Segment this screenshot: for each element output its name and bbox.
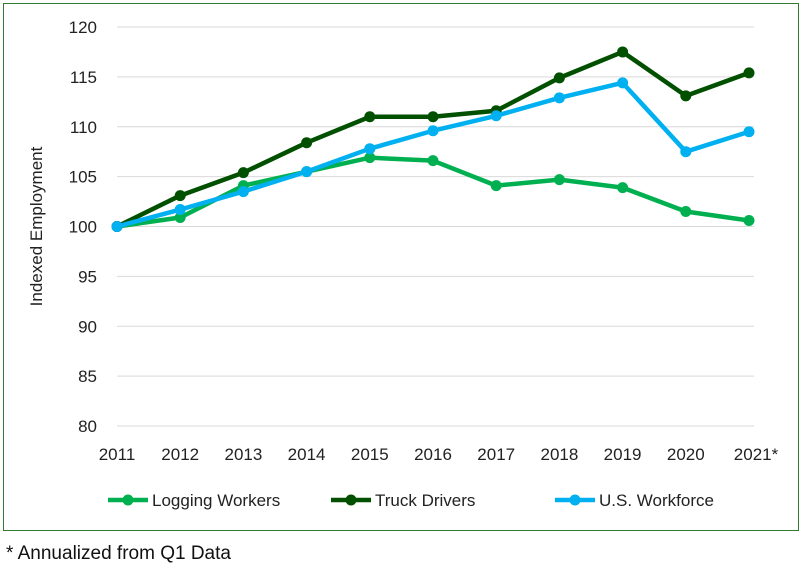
data-point: [427, 124, 438, 136]
data-point: [490, 109, 502, 121]
x-tick-label: 2020: [666, 445, 704, 464]
data-point: [490, 179, 502, 191]
y-tick-label: 95: [78, 267, 97, 286]
data-point: [174, 189, 186, 201]
data-point: [363, 151, 375, 163]
data-point: [427, 110, 438, 122]
data-point: [300, 136, 312, 148]
data-point: [616, 45, 628, 57]
data-point: [300, 165, 312, 177]
data-point: [363, 142, 375, 154]
x-tick-label: 2014: [287, 445, 325, 464]
data-point: [363, 110, 375, 122]
y-tick-label: 80: [78, 417, 97, 436]
data-point: [237, 166, 249, 178]
legend-marker: [345, 494, 356, 505]
x-tick-label: 2011: [98, 445, 135, 464]
data-point: [616, 76, 628, 88]
line-chart: 80 85 90 95 100 105 110 115 120 2011 2012 2013 2014 2…: [27, 18, 779, 510]
x-tick-label: 2017: [477, 445, 515, 464]
series-line-2: [115, 80, 750, 229]
series-line-0: [116, 154, 749, 229]
y-tick-label: 115: [69, 67, 96, 86]
y-tick-label: 110: [69, 117, 96, 136]
x-tick-label: 2012: [161, 445, 199, 464]
data-point: [743, 214, 754, 226]
data-point: [743, 66, 754, 78]
x-tick-label: 2015: [350, 445, 388, 464]
data-point: [679, 145, 691, 157]
data-point: [174, 211, 186, 223]
x-tick-label: 2021*: [733, 445, 778, 464]
data-point: [679, 205, 691, 217]
footnote: * Annualized from Q1 Data: [6, 543, 231, 564]
data-point: [553, 91, 565, 103]
y-axis-label: Indexed Employment: [27, 146, 46, 306]
x-tick-label: 2016: [414, 445, 452, 464]
legend-marker: [569, 494, 580, 505]
x-tick-label: 2019: [603, 445, 641, 464]
data-point: [553, 71, 565, 83]
data-point: [427, 154, 438, 166]
data-point: [679, 89, 691, 101]
data-point: [616, 181, 628, 193]
chart-frame: 80 85 90 95 100 105 110 115 120 2011 2012 2013 2014 2…: [3, 3, 799, 531]
y-tick-label: 105: [68, 167, 96, 186]
legend-label: Truck Drivers: [375, 491, 475, 510]
y-tick-label: 100: [68, 217, 96, 236]
y-tick-label: 120: [68, 18, 96, 37]
data-point: [237, 185, 249, 197]
legend-label: U.S. Workforce: [599, 491, 714, 510]
legend-marker: [122, 494, 133, 505]
y-tick-label: 90: [78, 317, 97, 336]
legend-label: Logging Workers: [152, 491, 280, 510]
data-point: [111, 220, 122, 232]
y-tick-label: 85: [78, 367, 97, 386]
x-tick-label: 2013: [224, 445, 262, 464]
x-tick-label: 2018: [540, 445, 578, 464]
data-point: [743, 125, 754, 137]
data-point: [553, 173, 565, 185]
data-point: [174, 203, 186, 215]
